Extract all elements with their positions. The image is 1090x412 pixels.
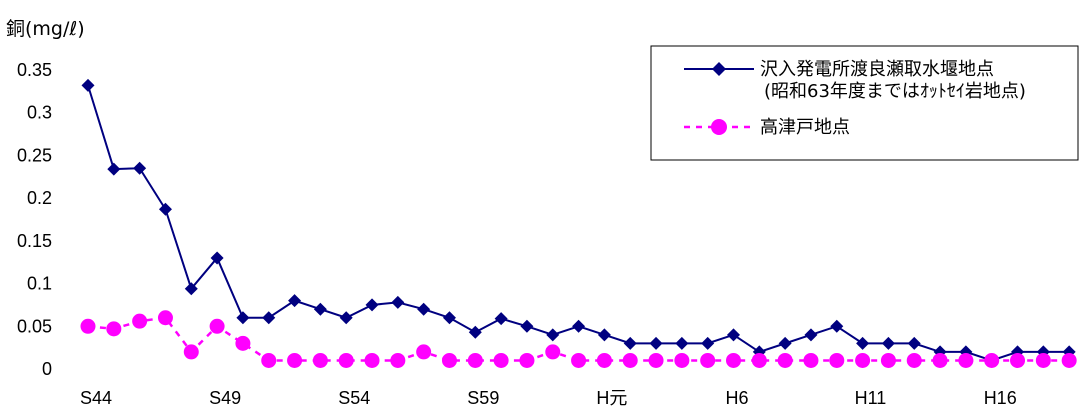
y-tick-label: 0.2 [27,188,52,208]
series-2-point [596,352,612,368]
series-2-point [261,352,277,368]
series-1-point [830,319,844,333]
series-1-point [856,336,870,350]
series-2-point [803,352,819,368]
series-2-point [958,352,974,368]
series-2-point [545,344,561,360]
series-1-point [804,328,818,342]
series-2-point [571,352,587,368]
series-2-point [519,352,535,368]
series-1-point [313,302,327,316]
x-axis-ticks: S44 S49 S54 S59 H元 H6 H11 H16 [80,388,1017,408]
series-2-point [416,344,432,360]
series-1-point [81,78,95,92]
series-1-point [494,312,508,326]
series-1-point [339,311,353,325]
series-2-point [390,352,406,368]
series-2-point [880,352,896,368]
series-2-point [467,352,483,368]
series-1-point [365,298,379,312]
series-2-point [648,352,664,368]
x-tick-label: H6 [726,388,749,408]
series-1-point [391,295,405,309]
y-tick-label: 0.25 [17,145,52,165]
y-tick-label: 0.15 [17,231,52,251]
series-1-point [907,336,921,350]
series-2-point [209,318,225,334]
series-1-point [572,319,586,333]
series-1-point [649,336,663,350]
series-1-point [727,328,740,342]
legend: 沢入発電所渡良瀬取水堰地点 (昭和63年度まではｵｯﾄｾｲ岩地点) 高津戸地点 [650,45,1079,161]
series-2-point [287,352,303,368]
series-2-point [1061,352,1077,368]
y-tick-label: 0.35 [17,60,52,80]
series-1-point [623,336,637,350]
x-tick-label: S49 [209,388,241,408]
series-1-point [442,311,456,325]
x-tick-label: H11 [855,388,887,408]
series-1-point [778,336,792,350]
series-1-point [417,302,431,316]
series-2-point [1010,352,1026,368]
series-2-point [622,352,638,368]
series-2-point [726,352,741,368]
y-tick-label: 0.05 [17,316,52,336]
series-2-point [132,313,148,329]
series-2-point [157,310,173,326]
series-1-point [597,328,611,342]
x-tick-label: S54 [338,388,370,408]
series-1-point [468,325,482,339]
series-2-point [493,352,509,368]
x-tick-label: H元 [596,388,627,408]
series-2-point [235,335,251,351]
y-axis-label: 銅(mg/ℓ) [6,18,85,40]
series-2-point [80,318,96,334]
series-layer [80,78,1077,368]
series-1-point [520,319,534,333]
series-2-point [312,352,328,368]
series-1-point [288,294,302,308]
series-1-point [107,162,121,176]
y-tick-label: 0.3 [27,103,52,123]
legend-label-1: 沢入発電所渡良瀬取水堰地点 [760,59,994,80]
x-tick-label: H16 [984,388,1017,408]
series-2-point [777,352,793,368]
series-2-point [751,352,767,368]
series-2-point [183,344,199,360]
series-1-point [262,311,276,325]
series-1-point [701,336,715,350]
series-2-point [338,352,354,368]
series-2-point [106,321,122,337]
legend-swatch-marker-1 [712,62,726,76]
series-2-point [700,352,716,368]
series-1-point [184,282,198,296]
x-tick-label: S59 [467,388,499,408]
y-tick-label: 0.1 [27,274,52,294]
series-1-point [881,336,895,350]
legend-label-2: 高津戸地点 [760,117,850,138]
legend-box [650,45,1079,161]
legend-label-1-note: (昭和63年度まではｵｯﾄｾｲ岩地点) [764,81,1026,102]
series-1-point [546,328,560,342]
series-2-point [855,352,871,368]
series-2-point [829,352,845,368]
series-1-point [133,161,147,175]
series-1-point [236,311,250,325]
series-2-point [1035,352,1051,368]
series-2-point [674,352,690,368]
series-2-point [906,352,922,368]
series-2-point [364,352,380,368]
y-axis-ticks: 0 0.05 0.1 0.15 0.2 0.25 0.3 0.35 [17,60,52,379]
series-2-point [441,352,457,368]
series-2-point [984,352,1000,368]
legend-swatch-marker-2 [711,119,727,135]
series-1-point [158,202,172,216]
y-tick-label: 0 [42,359,52,379]
series-2-point [932,352,948,368]
series-1-point [675,336,689,350]
x-tick-label: S44 [80,388,112,408]
series-1-point [210,251,224,265]
